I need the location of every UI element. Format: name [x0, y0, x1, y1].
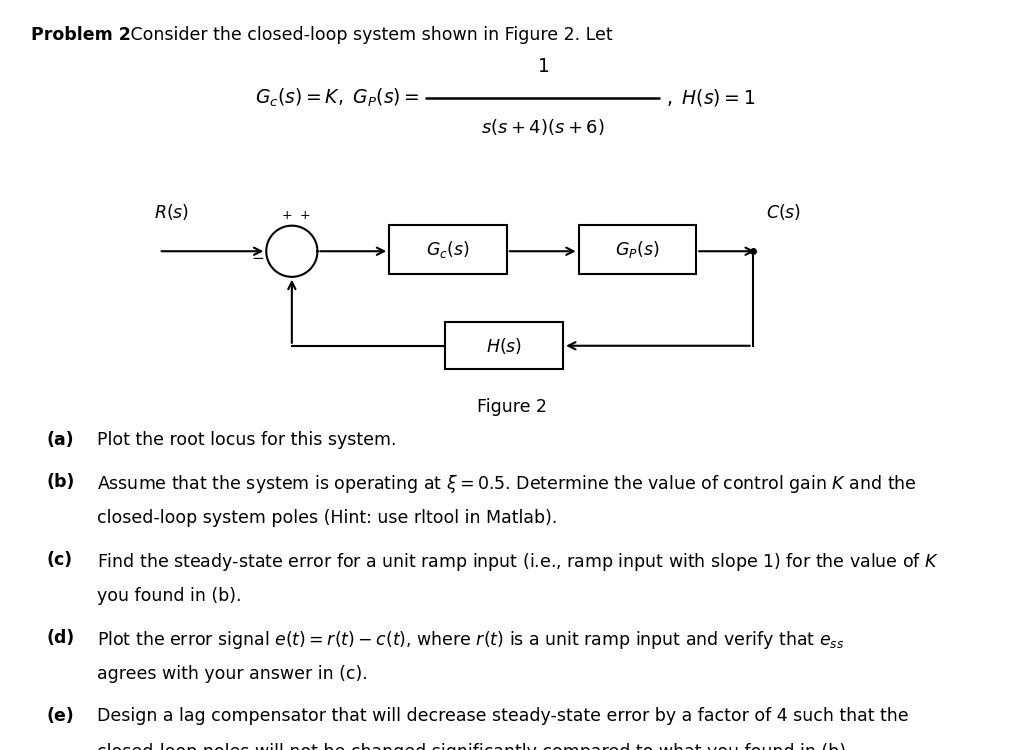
Text: (d): (d): [46, 629, 75, 647]
Text: Plot the root locus for this system.: Plot the root locus for this system.: [97, 431, 396, 449]
Bar: [445, 322, 563, 369]
Text: $G_c(s) = K,\ G_P(s) =$: $G_c(s) = K,\ G_P(s) =$: [255, 86, 420, 109]
Text: Find the steady-state error for a unit ramp input (i.e., ramp input with slope 1: Find the steady-state error for a unit r…: [97, 551, 939, 573]
Text: closed-loop poles will not be changed significantly compared to what you found i: closed-loop poles will not be changed si…: [97, 743, 852, 750]
Text: closed-loop system poles (Hint: use rltool in Matlab).: closed-loop system poles (Hint: use rlto…: [97, 509, 558, 527]
Text: Consider the closed-loop system shown in Figure 2. Let: Consider the closed-loop system shown in…: [125, 26, 612, 44]
Text: you found in (b).: you found in (b).: [97, 587, 242, 605]
Text: $R(s)$: $R(s)$: [154, 202, 188, 222]
Text: $G_c(s)$: $G_c(s)$: [426, 238, 470, 260]
Text: agrees with your answer in (c).: agrees with your answer in (c).: [97, 665, 368, 683]
Text: $s(s + 4)(s + 6)$: $s(s + 4)(s + 6)$: [481, 117, 604, 137]
Text: Plot the error signal $e(t) = r(t) - c(t)$, where $r(t)$ is a unit ramp input an: Plot the error signal $e(t) = r(t) - c(t…: [97, 629, 845, 651]
Text: (a): (a): [46, 431, 74, 449]
Text: Figure 2: Figure 2: [477, 398, 547, 416]
Text: −: −: [252, 251, 264, 266]
Text: Design a lag compensator that will decrease steady-state error by a factor of 4 : Design a lag compensator that will decre…: [97, 707, 909, 725]
Text: +: +: [299, 209, 310, 222]
Bar: [579, 225, 696, 274]
Text: $1$: $1$: [537, 58, 549, 76]
Text: $,\ H(s) = 1$: $,\ H(s) = 1$: [666, 87, 755, 108]
Text: $G_P(s)$: $G_P(s)$: [615, 238, 659, 260]
Text: +: +: [282, 209, 292, 222]
Text: (b): (b): [46, 473, 75, 491]
Text: (e): (e): [46, 707, 74, 725]
Text: $H(s)$: $H(s)$: [486, 336, 522, 356]
Text: (c): (c): [46, 551, 73, 569]
Text: $C(s)$: $C(s)$: [766, 202, 801, 222]
Text: Problem 2: Problem 2: [31, 26, 131, 44]
Text: Assume that the system is operating at $\xi = 0.5$. Determine the value of contr: Assume that the system is operating at $…: [97, 473, 918, 495]
Bar: [389, 225, 507, 274]
